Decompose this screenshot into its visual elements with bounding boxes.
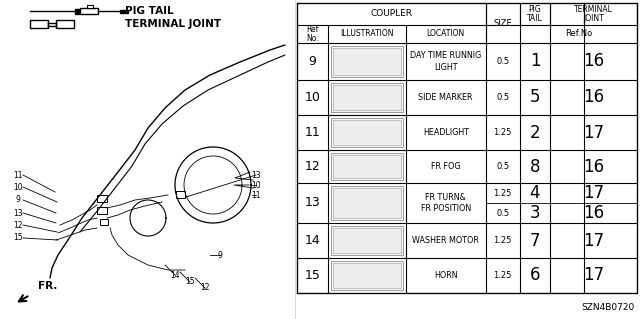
- Bar: [333, 188, 401, 218]
- Text: 17: 17: [583, 232, 604, 249]
- Text: 17: 17: [583, 123, 604, 142]
- Bar: [332, 46, 403, 77]
- Bar: [80, 8, 98, 14]
- Text: 7: 7: [530, 232, 540, 249]
- Text: 3: 3: [530, 204, 540, 222]
- Bar: [333, 228, 401, 253]
- Text: TERMINAL
JOINT: TERMINAL JOINT: [574, 5, 613, 23]
- Text: 1.25: 1.25: [493, 189, 512, 197]
- Bar: [30, 20, 48, 28]
- Text: WASHER MOTOR: WASHER MOTOR: [412, 236, 479, 245]
- Bar: [332, 153, 403, 180]
- Text: 15: 15: [305, 269, 321, 282]
- Text: TERMINAL JOINT: TERMINAL JOINT: [125, 19, 221, 29]
- Text: 10: 10: [13, 182, 23, 191]
- Text: 14: 14: [305, 234, 321, 247]
- Text: 11: 11: [13, 170, 23, 180]
- Text: 1: 1: [530, 53, 540, 70]
- Text: 15: 15: [13, 234, 23, 242]
- Text: 1.25: 1.25: [493, 236, 512, 245]
- Text: 16: 16: [583, 204, 604, 222]
- Bar: [333, 155, 401, 178]
- Bar: [332, 83, 403, 112]
- Text: 9: 9: [15, 196, 20, 204]
- Text: FR FOG: FR FOG: [431, 162, 461, 171]
- Bar: [333, 48, 401, 75]
- Text: 9: 9: [308, 55, 317, 68]
- Bar: [332, 226, 403, 255]
- Text: 0.5: 0.5: [496, 57, 509, 66]
- Bar: [332, 261, 403, 290]
- Bar: [100, 219, 108, 225]
- Text: Ref.No: Ref.No: [564, 29, 592, 39]
- Text: 0.5: 0.5: [496, 209, 509, 218]
- Text: 13: 13: [13, 209, 23, 218]
- Bar: [332, 186, 403, 220]
- Bar: [75, 9, 80, 13]
- Text: 5: 5: [530, 88, 540, 107]
- Text: SIDE MARKER: SIDE MARKER: [419, 93, 473, 102]
- Text: Ref
No.: Ref No.: [307, 25, 319, 43]
- Text: DAY TIME RUNNIG
LIGHT: DAY TIME RUNNIG LIGHT: [410, 51, 481, 71]
- Bar: [333, 120, 401, 145]
- Text: ILLUSTRATION: ILLUSTRATION: [340, 29, 394, 39]
- Text: 16: 16: [583, 158, 604, 175]
- Bar: [297, 3, 637, 293]
- Bar: [97, 207, 107, 214]
- Text: 10: 10: [305, 91, 321, 104]
- Text: 11: 11: [305, 126, 321, 139]
- Text: 8: 8: [530, 158, 540, 175]
- Text: 11: 11: [252, 190, 260, 199]
- Bar: [332, 118, 403, 147]
- Text: 1.25: 1.25: [493, 128, 512, 137]
- Text: 10: 10: [251, 181, 261, 189]
- Text: 14: 14: [170, 271, 180, 279]
- Text: PIG TAIL: PIG TAIL: [125, 6, 173, 16]
- Bar: [333, 85, 401, 110]
- Text: 0.5: 0.5: [496, 93, 509, 102]
- Text: COUPLER: COUPLER: [371, 10, 412, 19]
- Bar: [176, 191, 185, 198]
- Text: 16: 16: [583, 53, 604, 70]
- Text: 9: 9: [218, 250, 223, 259]
- Bar: [120, 10, 128, 12]
- Text: 15: 15: [185, 278, 195, 286]
- Text: SZN4B0720: SZN4B0720: [582, 302, 635, 311]
- Text: 12: 12: [200, 284, 210, 293]
- Text: HORN: HORN: [434, 271, 458, 280]
- Text: HEADLIGHT: HEADLIGHT: [423, 128, 468, 137]
- Text: 17: 17: [583, 266, 604, 285]
- Text: 12: 12: [305, 160, 321, 173]
- Text: 4: 4: [530, 184, 540, 202]
- Text: 1.25: 1.25: [493, 271, 512, 280]
- Text: PIG
TAIL: PIG TAIL: [527, 5, 543, 23]
- Bar: [333, 263, 401, 288]
- Text: 13: 13: [305, 197, 321, 210]
- Bar: [97, 195, 107, 202]
- Bar: [56, 20, 74, 28]
- Text: LOCATION: LOCATION: [427, 29, 465, 39]
- Bar: [87, 5, 93, 8]
- Text: SIZE: SIZE: [493, 19, 512, 27]
- Text: FR.: FR.: [38, 281, 58, 291]
- Text: 13: 13: [251, 170, 261, 180]
- Text: 0.5: 0.5: [496, 162, 509, 171]
- Text: FR TURN&
FR POSITION: FR TURN& FR POSITION: [420, 193, 471, 213]
- Text: 17: 17: [583, 184, 604, 202]
- Text: 16: 16: [583, 88, 604, 107]
- Text: 2: 2: [530, 123, 540, 142]
- Text: 12: 12: [13, 220, 23, 229]
- Text: 6: 6: [530, 266, 540, 285]
